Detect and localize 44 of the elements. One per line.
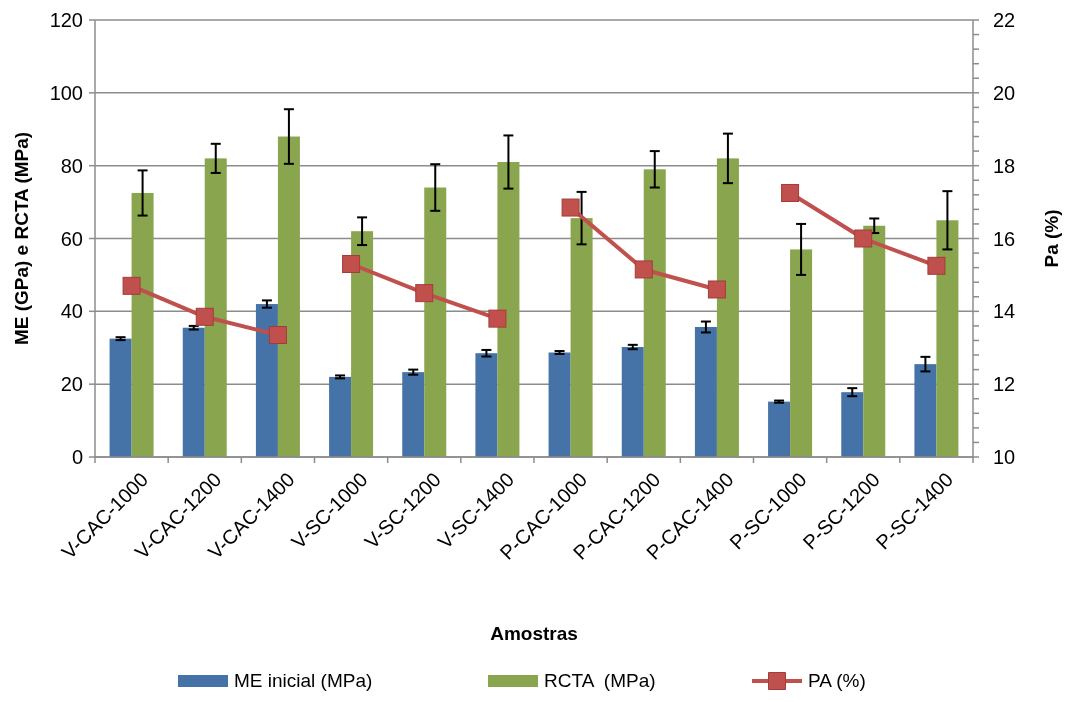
y2-axis-title: Pa (%) bbox=[1041, 209, 1062, 268]
y-tick-label: 120 bbox=[49, 9, 83, 31]
bar bbox=[643, 169, 666, 457]
y2-tick-label: 12 bbox=[993, 373, 1016, 396]
bar bbox=[497, 162, 520, 457]
legend-label: ME inicial (MPa) bbox=[234, 670, 373, 691]
y-tick-label: 60 bbox=[60, 227, 83, 250]
bar bbox=[329, 376, 352, 457]
bar bbox=[109, 338, 132, 457]
bar bbox=[790, 249, 813, 457]
bar bbox=[914, 364, 937, 457]
bar bbox=[570, 218, 593, 457]
bar bbox=[548, 352, 571, 457]
bar bbox=[255, 304, 278, 457]
bar bbox=[768, 401, 791, 457]
bar bbox=[402, 372, 425, 457]
y-tick-label: 100 bbox=[49, 81, 83, 104]
bar bbox=[936, 220, 959, 457]
bar bbox=[475, 353, 498, 457]
legend-label: RCTA (MPa) bbox=[544, 670, 656, 691]
bar bbox=[351, 231, 374, 457]
bar bbox=[182, 327, 205, 457]
y2-tick-label: 14 bbox=[993, 300, 1016, 323]
bar bbox=[131, 192, 154, 457]
bar bbox=[694, 326, 717, 457]
y-tick-label: 0 bbox=[71, 446, 83, 468]
y2-tick-label: 16 bbox=[993, 227, 1016, 250]
y2-tick-label: 10 bbox=[993, 446, 1016, 468]
y2-tick-label: 22 bbox=[993, 9, 1016, 31]
bar bbox=[863, 225, 886, 457]
bar bbox=[716, 158, 739, 457]
y-tick-label: 20 bbox=[60, 373, 83, 396]
legend-label: PA (%) bbox=[808, 670, 866, 691]
y-tick-label: 80 bbox=[60, 154, 83, 177]
bar bbox=[204, 158, 227, 457]
y2-tick-label: 20 bbox=[993, 81, 1016, 104]
bar bbox=[841, 392, 864, 457]
y-axis-title: ME (GPa) e RCTA (MPa) bbox=[11, 131, 32, 346]
y2-tick-label: 18 bbox=[993, 154, 1016, 177]
x-axis-title: Amostras bbox=[490, 623, 578, 644]
y-tick-label: 40 bbox=[60, 300, 83, 323]
bar bbox=[277, 136, 300, 457]
bar bbox=[621, 347, 644, 457]
bar bbox=[424, 187, 447, 457]
